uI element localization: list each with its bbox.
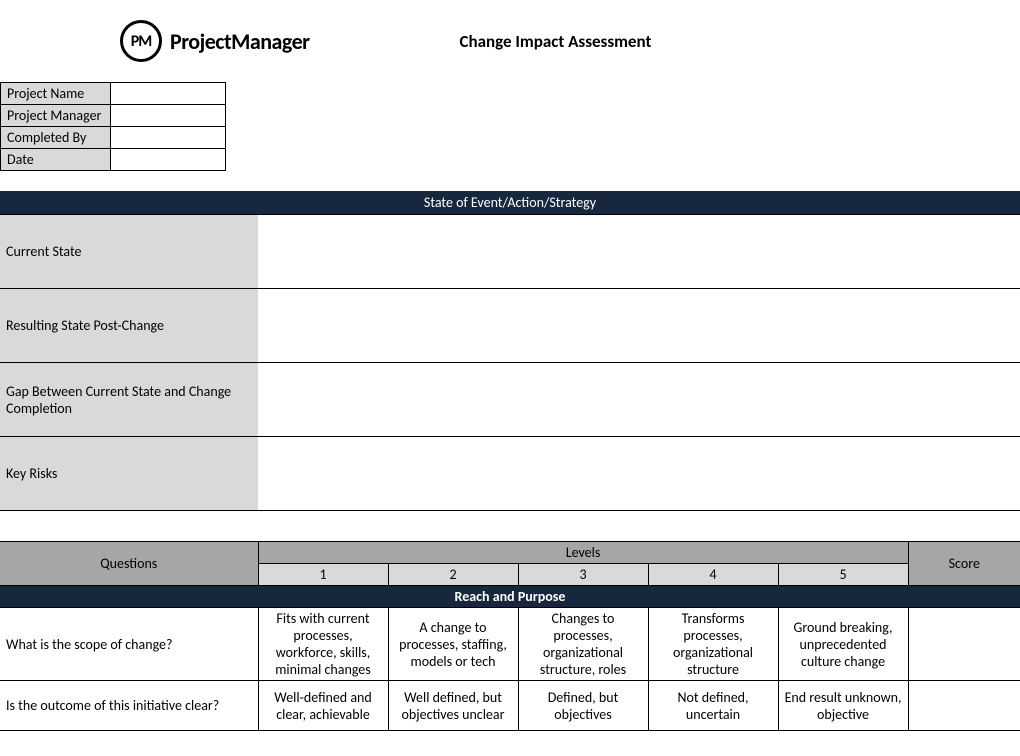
table-row: Completed By [1, 127, 226, 149]
meta-table: Project Name Project Manager Completed B… [0, 82, 226, 171]
meta-value[interactable] [111, 127, 226, 149]
level-cell: Not defined, uncertain [648, 681, 778, 731]
document-title: Change Impact Assessment [459, 31, 651, 52]
state-value[interactable] [258, 437, 1020, 511]
level-cell: Ground breaking, unprecedented culture c… [778, 608, 908, 681]
section-bar-state: State of Event/Action/Strategy [0, 191, 1020, 214]
meta-label: Date [1, 149, 111, 171]
table-row: Gap Between Current State and Change Com… [0, 363, 1020, 437]
level-cell: Fits with current processes, workforce, … [258, 608, 388, 681]
meta-value[interactable] [111, 149, 226, 171]
level-cell: Transforms processes, organizational str… [648, 608, 778, 681]
state-value[interactable] [258, 289, 1020, 363]
state-label: Key Risks [0, 437, 258, 511]
question-cell: What is the scope of change? [0, 608, 258, 681]
table-row: Current State [0, 215, 1020, 289]
score-header: Score [908, 542, 1020, 586]
meta-label: Completed By [1, 127, 111, 149]
questions-header: Questions [0, 542, 258, 586]
state-label: Resulting State Post-Change [0, 289, 258, 363]
state-value[interactable] [258, 215, 1020, 289]
question-cell: Is the outcome of this initiative clear? [0, 681, 258, 731]
header: PM ProjectManager Change Impact Assessme… [0, 0, 1020, 72]
level-number: 1 [258, 564, 388, 586]
state-label: Gap Between Current State and Change Com… [0, 363, 258, 437]
meta-label: Project Manager [1, 105, 111, 127]
subsection-row: Reach and Purpose [0, 586, 1020, 608]
table-row: Date [1, 149, 226, 171]
score-cell[interactable] [908, 608, 1020, 681]
table-row: Project Manager [1, 105, 226, 127]
meta-value[interactable] [111, 83, 226, 105]
logo-badge: PM [120, 20, 162, 62]
brand-logo: PM ProjectManager [120, 20, 309, 62]
level-cell: A change to processes, staffing, models … [388, 608, 518, 681]
level-number: 2 [388, 564, 518, 586]
level-cell: Well defined, but objectives unclear [388, 681, 518, 731]
levels-table: Questions Levels Score 1 2 3 4 5 Reach a… [0, 541, 1020, 731]
table-row: Project Name [1, 83, 226, 105]
table-row: Is the outcome of this initiative clear?… [0, 681, 1020, 731]
meta-value[interactable] [111, 105, 226, 127]
logo-text: ProjectManager [170, 28, 309, 55]
state-label: Current State [0, 215, 258, 289]
logo-initials: PM [131, 32, 152, 51]
levels-header: Levels [258, 542, 908, 564]
table-header-row: Questions Levels Score [0, 542, 1020, 564]
level-cell: Defined, but objectives [518, 681, 648, 731]
state-table: Current State Resulting State Post-Chang… [0, 214, 1020, 511]
level-cell: Changes to processes, organizational str… [518, 608, 648, 681]
table-row: What is the scope of change? Fits with c… [0, 608, 1020, 681]
subsection-title: Reach and Purpose [0, 586, 1020, 608]
score-cell[interactable] [908, 681, 1020, 731]
level-cell: End result unknown, objective [778, 681, 908, 731]
level-number: 5 [778, 564, 908, 586]
level-number: 3 [518, 564, 648, 586]
table-row: Resulting State Post-Change [0, 289, 1020, 363]
meta-label: Project Name [1, 83, 111, 105]
table-row: Key Risks [0, 437, 1020, 511]
state-value[interactable] [258, 363, 1020, 437]
level-cell: Well-defined and clear, achievable [258, 681, 388, 731]
level-number: 4 [648, 564, 778, 586]
